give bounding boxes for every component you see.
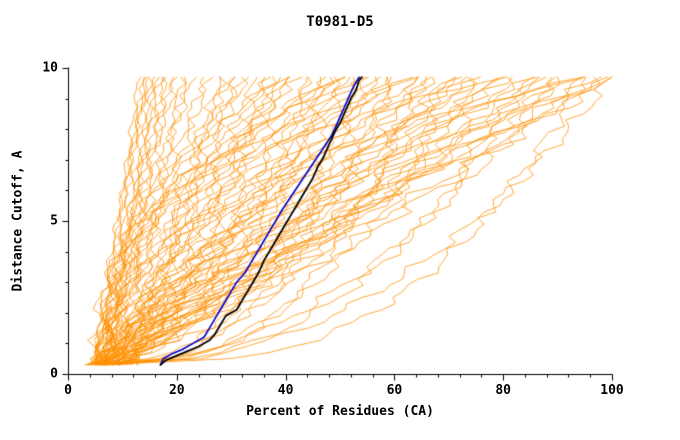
chart-title: T0981-D5 [306, 14, 374, 30]
y-tick-label: 0 [50, 366, 58, 382]
x-axis-label: Percent of Residues (CA) [246, 404, 434, 419]
x-tick-label: 0 [64, 383, 72, 398]
x-tick-label: 40 [277, 383, 294, 398]
y-tick-label: 5 [50, 213, 58, 229]
y-tick-label: 10 [42, 60, 58, 76]
x-tick-label: 100 [600, 383, 624, 398]
y-axis-label: Distance Cutoff, A [10, 150, 26, 292]
x-tick-label: 60 [386, 383, 403, 398]
x-tick-label: 20 [168, 383, 185, 398]
x-tick-label: 80 [495, 383, 512, 398]
